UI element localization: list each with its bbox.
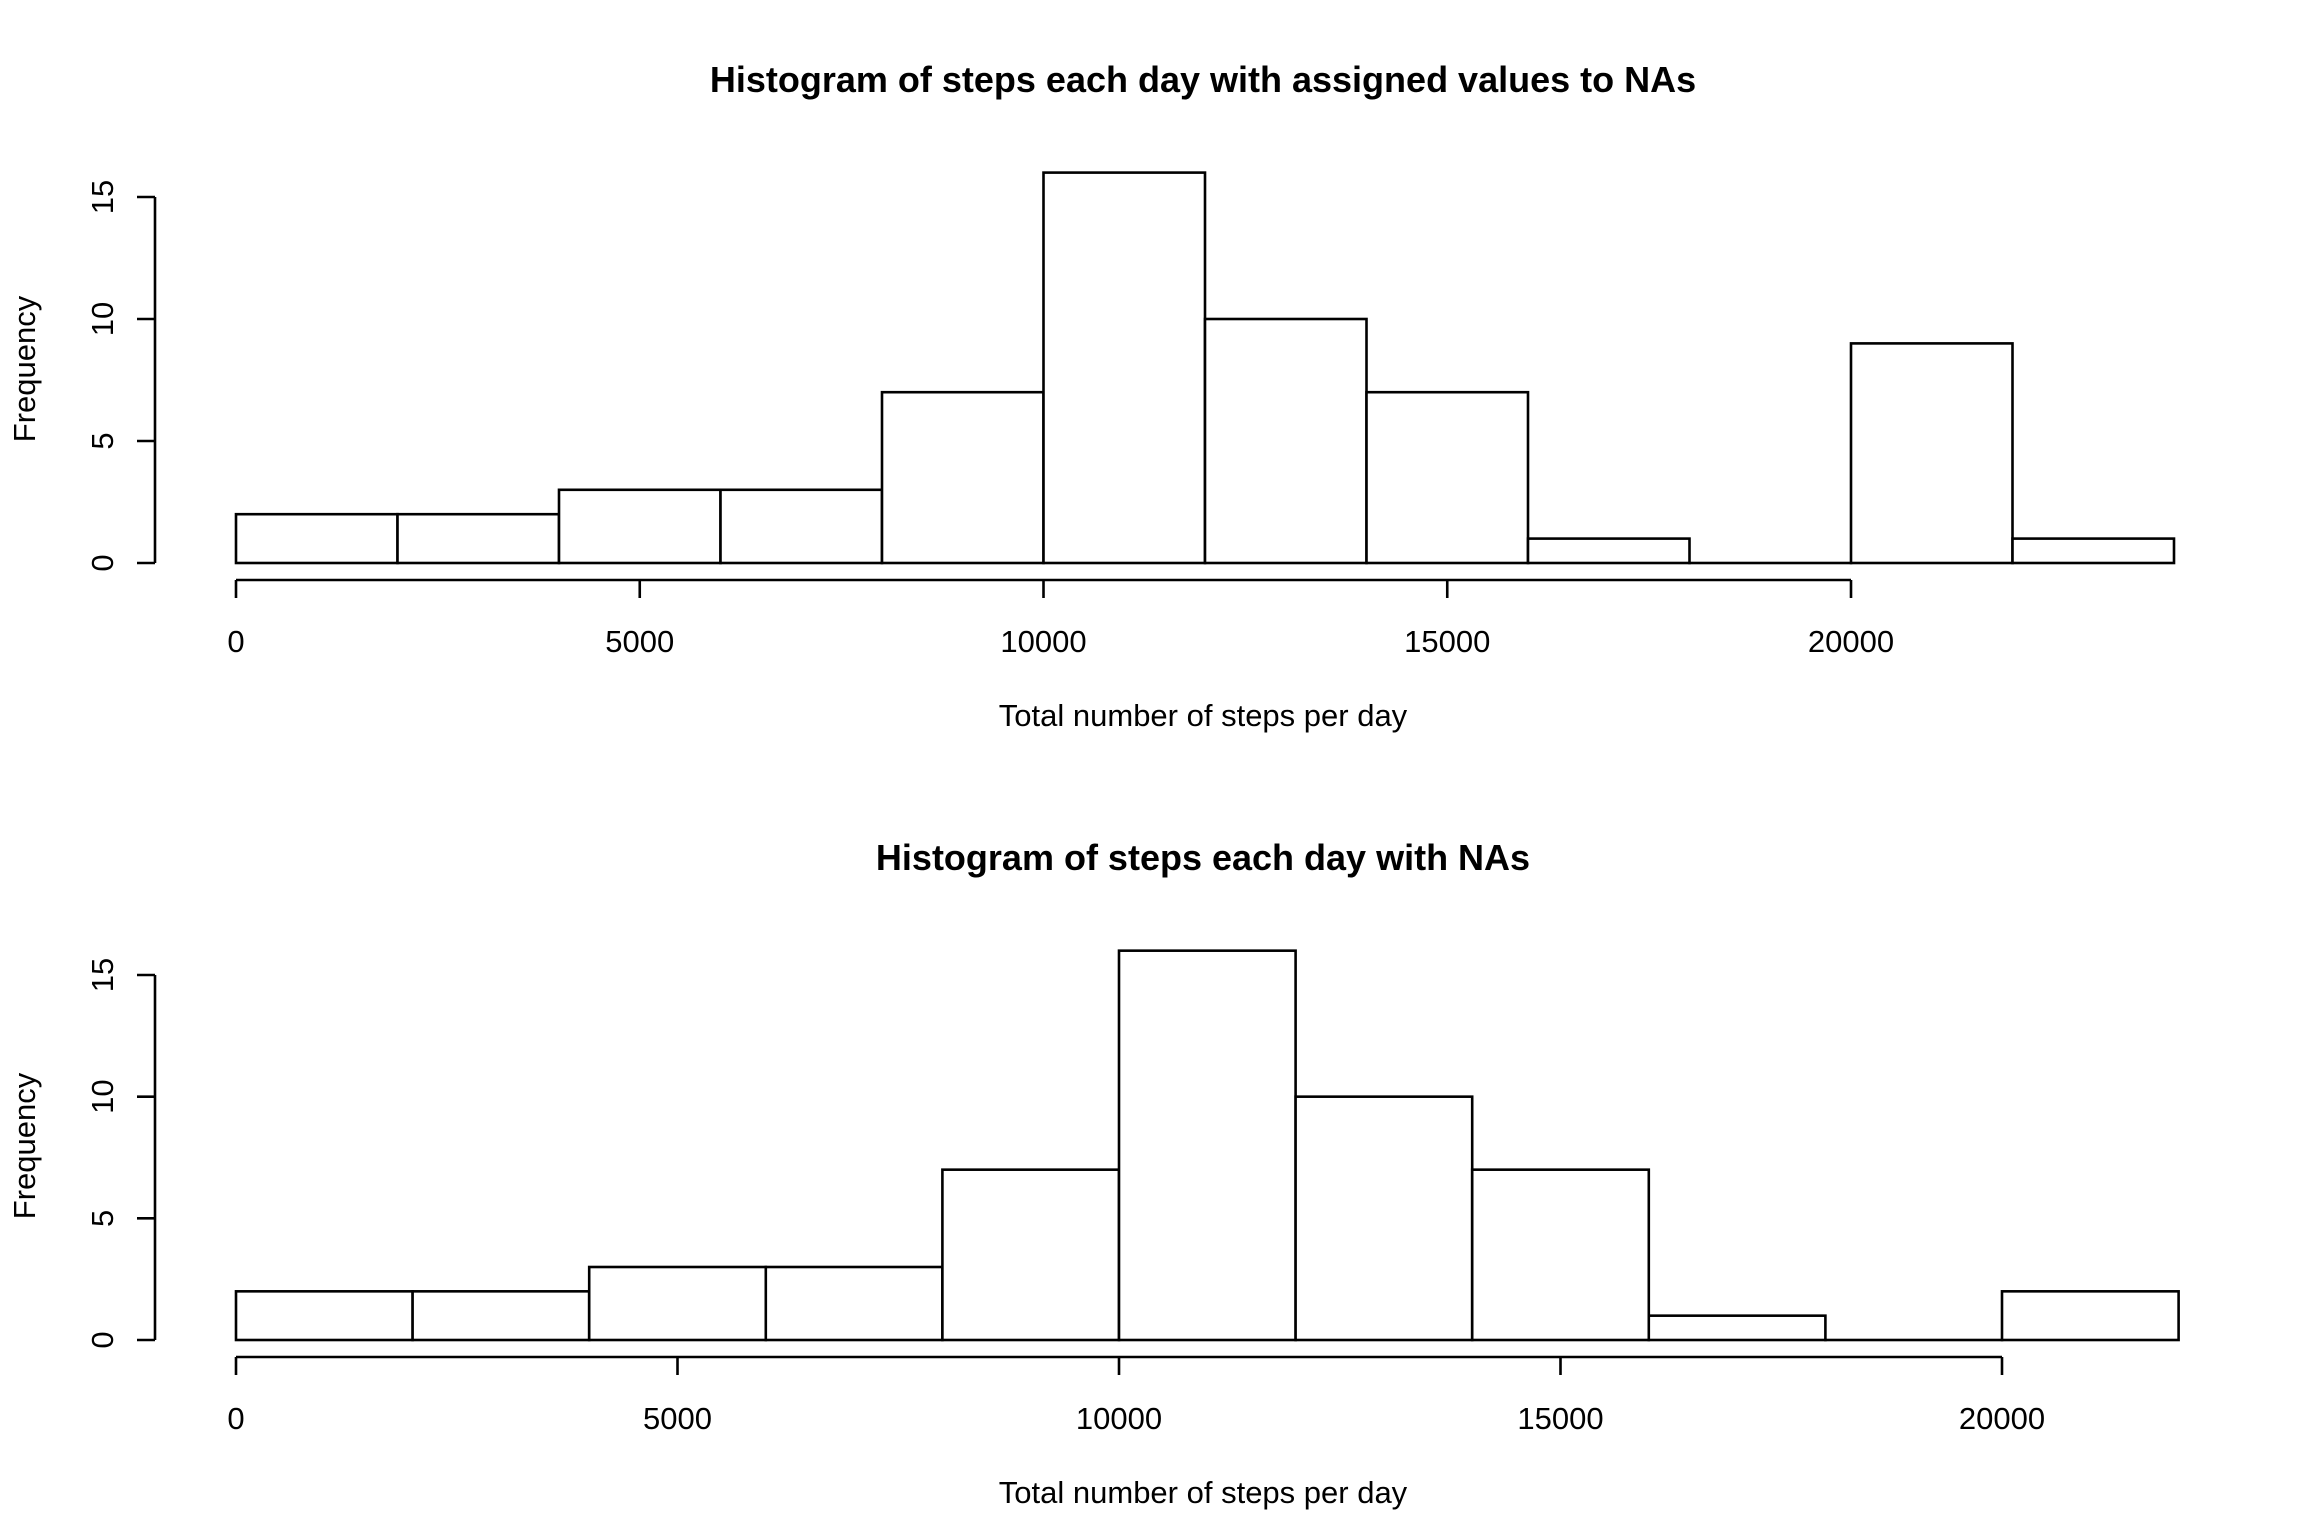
histogram-bar [1470, 1168, 1651, 1342]
histogram-panel-assigned-values: Histogram of steps each day with assigne… [7, 59, 2176, 733]
histogram-bar [557, 488, 722, 565]
histogram-bar [411, 1290, 591, 1342]
histogram-bar [1294, 1095, 1474, 1342]
histogram-bar [1203, 317, 1368, 565]
x-axis-label: Total number of steps per day [999, 1475, 1408, 1510]
y-tick-label: 5 [85, 432, 120, 449]
histogram-bar [1117, 949, 1297, 1342]
x-tick-label: 20000 [1808, 624, 1894, 659]
x-axis: 0 5000 10000 15000 20000 [227, 1355, 2045, 1436]
x-tick-label: 5000 [605, 624, 674, 659]
histogram-bar [1647, 1314, 1827, 1342]
x-tick-label: 5000 [643, 1401, 712, 1436]
bars-group [234, 949, 2180, 1342]
histogram-bar [2000, 1290, 2180, 1342]
x-axis: 0 5000 10000 15000 20000 [227, 578, 1894, 659]
x-tick-label: 15000 [1517, 1401, 1603, 1436]
histogram-bar [941, 1168, 1121, 1342]
y-axis-label: Frequency [7, 295, 42, 442]
x-tick-label: 15000 [1404, 624, 1490, 659]
x-tick-label: 0 [227, 624, 244, 659]
histogram-bar [234, 512, 399, 565]
histogram-bar [234, 1290, 414, 1342]
x-axis-label: Total number of steps per day [999, 698, 1408, 733]
y-axis: 0 5 10 15 [85, 180, 157, 572]
histogram-bar [1526, 537, 1691, 565]
y-tick-label: 0 [85, 554, 120, 571]
y-tick-label: 15 [85, 180, 120, 214]
histogram-bar [764, 1265, 944, 1342]
histogram-bar [1042, 171, 1207, 565]
chart-title: Histogram of steps each day with assigne… [710, 59, 1696, 100]
x-tick-label: 10000 [1000, 624, 1086, 659]
y-tick-label: 0 [85, 1331, 120, 1348]
histogram-bar [1849, 342, 2014, 565]
x-tick-label: 10000 [1076, 1401, 1162, 1436]
histogram-bar [2011, 537, 2176, 565]
histogram-bar [1365, 390, 1530, 565]
y-tick-label: 10 [85, 1079, 120, 1113]
histogram-bar [880, 390, 1045, 565]
bars-group [234, 171, 2176, 565]
histogram-panel-with-nas: Histogram of steps each day with NAs Tot… [7, 837, 2180, 1510]
y-tick-label: 15 [85, 958, 120, 992]
histogram-bar [719, 488, 884, 565]
y-axis: 0 5 10 15 [85, 958, 157, 1349]
y-axis-label: Frequency [7, 1072, 42, 1219]
y-tick-label: 10 [85, 302, 120, 336]
histogram-bar [396, 512, 561, 565]
x-tick-label: 20000 [1959, 1401, 2045, 1436]
histogram-bar [587, 1265, 768, 1342]
chart-title: Histogram of steps each day with NAs [876, 837, 1530, 878]
x-tick-label: 0 [227, 1401, 244, 1436]
y-tick-label: 5 [85, 1210, 120, 1227]
